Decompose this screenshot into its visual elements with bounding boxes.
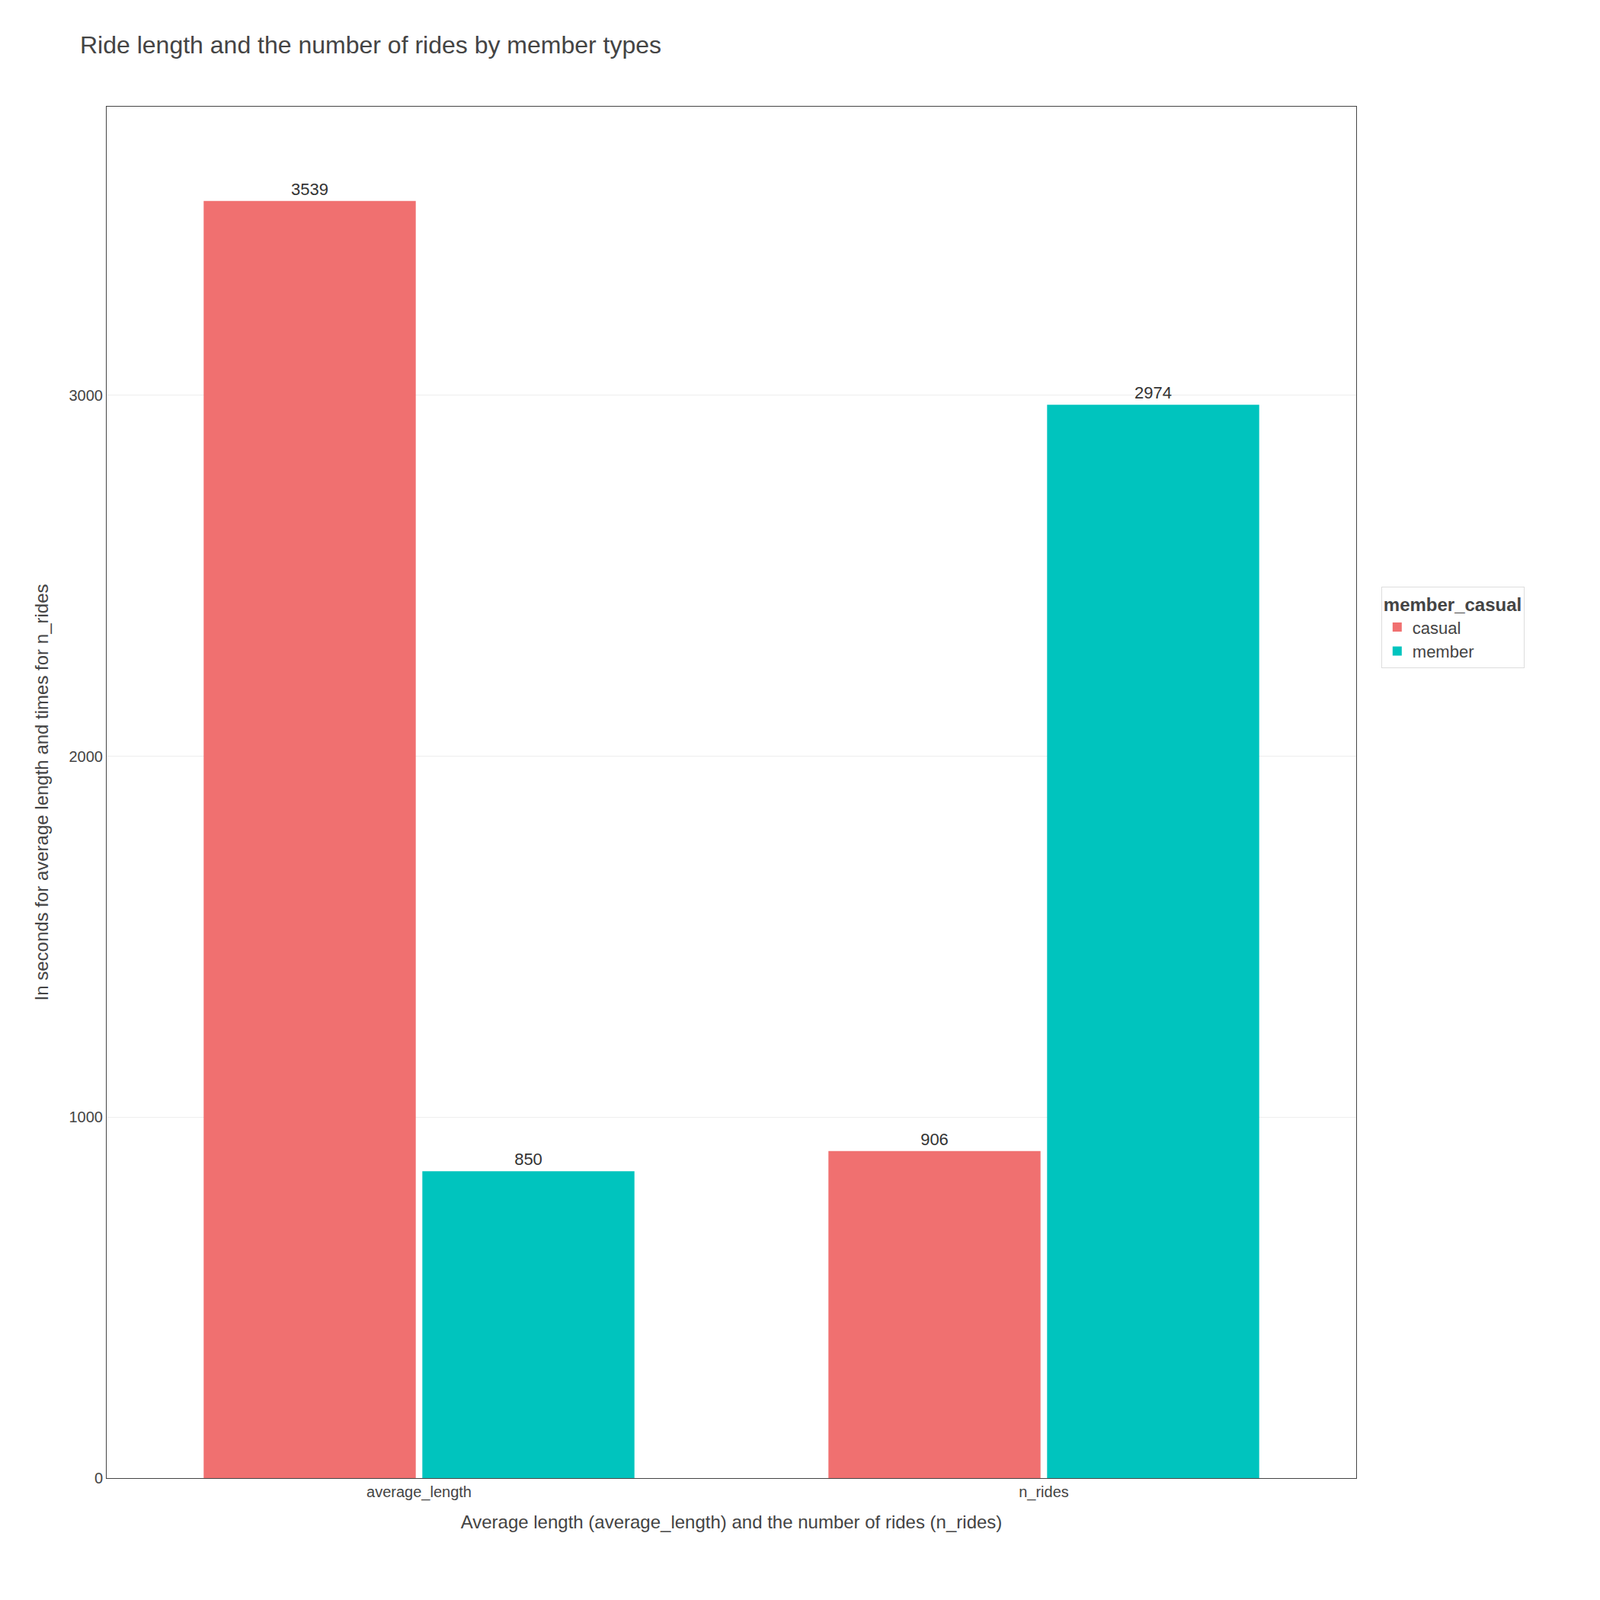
svg-text:average_length: average_length bbox=[366, 1483, 472, 1501]
svg-text:n_rides: n_rides bbox=[1018, 1483, 1069, 1501]
svg-text:Ride length and the number of: Ride length and the number of rides by m… bbox=[80, 31, 662, 59]
svg-text:2974: 2974 bbox=[1134, 383, 1172, 403]
svg-text:member_casual: member_casual bbox=[1383, 594, 1522, 615]
svg-text:906: 906 bbox=[920, 1129, 949, 1149]
svg-text:In seconds for average length: In seconds for average length and times … bbox=[31, 584, 52, 1002]
svg-text:Average length (average_length: Average length (average_length) and the … bbox=[460, 1511, 1003, 1533]
svg-text:3539: 3539 bbox=[291, 179, 329, 199]
svg-text:2000: 2000 bbox=[69, 748, 104, 765]
svg-text:850: 850 bbox=[514, 1149, 543, 1169]
svg-text:3000: 3000 bbox=[69, 387, 104, 404]
svg-text:1000: 1000 bbox=[69, 1108, 104, 1126]
svg-text:0: 0 bbox=[94, 1469, 103, 1487]
svg-text:member: member bbox=[1412, 642, 1475, 662]
svg-text:casual: casual bbox=[1412, 618, 1462, 638]
